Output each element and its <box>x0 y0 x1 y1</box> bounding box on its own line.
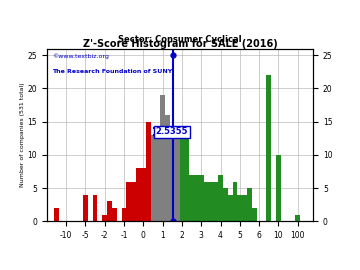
Bar <box>204 181 208 221</box>
Bar <box>54 208 59 221</box>
Bar <box>112 208 117 221</box>
Text: The Research Foundation of SUNY: The Research Foundation of SUNY <box>52 69 172 74</box>
Bar <box>238 195 242 221</box>
Bar <box>180 135 184 221</box>
Bar <box>247 188 252 221</box>
Bar <box>295 215 300 221</box>
Bar <box>194 175 199 221</box>
Bar <box>184 135 189 221</box>
Bar <box>83 195 88 221</box>
Bar <box>93 195 98 221</box>
Bar <box>146 122 150 221</box>
Bar <box>122 208 126 221</box>
Bar <box>208 181 213 221</box>
Bar <box>276 155 281 221</box>
Bar <box>156 128 160 221</box>
Bar <box>189 175 194 221</box>
Bar <box>252 208 257 221</box>
Title: Z'-Score Histogram for SALE (2016): Z'-Score Histogram for SALE (2016) <box>83 39 277 49</box>
Bar <box>141 168 146 221</box>
Text: ©www.textbiz.org: ©www.textbiz.org <box>52 54 109 59</box>
Bar <box>170 128 175 221</box>
Bar <box>242 195 247 221</box>
Bar <box>199 175 204 221</box>
Bar <box>218 175 223 221</box>
Text: Sector: Consumer Cyclical: Sector: Consumer Cyclical <box>118 35 242 44</box>
Bar <box>107 201 112 221</box>
Y-axis label: Number of companies (531 total): Number of companies (531 total) <box>20 83 25 187</box>
Text: 2.5355: 2.5355 <box>156 127 188 136</box>
Bar <box>150 135 156 221</box>
Bar <box>126 181 131 221</box>
Bar <box>213 181 218 221</box>
Bar <box>165 115 170 221</box>
Bar <box>228 195 233 221</box>
Bar <box>131 181 136 221</box>
Bar <box>136 168 141 221</box>
Bar <box>266 75 271 221</box>
Bar <box>102 215 107 221</box>
Bar <box>233 181 238 221</box>
Bar <box>160 95 165 221</box>
Bar <box>175 135 180 221</box>
Bar <box>223 188 228 221</box>
